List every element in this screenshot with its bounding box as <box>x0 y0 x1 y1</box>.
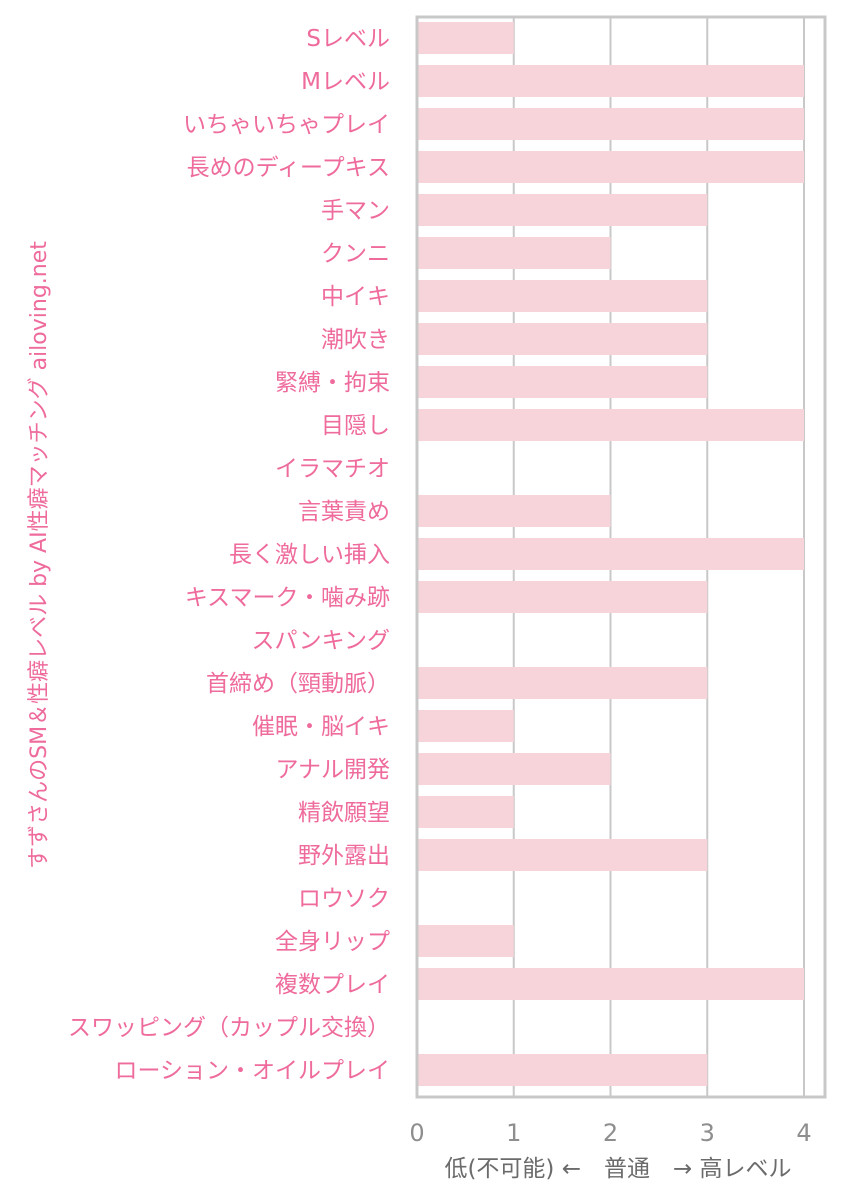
category-label: 中イキ <box>321 284 390 310</box>
category-label: 緊縛・拘束 <box>275 370 390 396</box>
x-tick-label: 2 <box>603 1119 618 1147</box>
category-label: 目隠し <box>321 413 390 439</box>
category-label: アナル開発 <box>275 757 390 783</box>
bar-5 <box>417 237 611 269</box>
x-tick-label: 4 <box>796 1119 811 1147</box>
bar-18 <box>417 796 514 828</box>
x-axis-label: 低(不可能) ← 普通 → 高レベル <box>444 1156 791 1182</box>
category-label: 野外露出 <box>298 843 390 869</box>
category-label: ローション・オイルプレイ <box>114 1058 390 1084</box>
category-label: いちゃいちゃプレイ <box>183 112 390 138</box>
bar-12 <box>417 538 804 570</box>
category-label: ロウソク <box>298 886 390 912</box>
bars <box>417 22 804 1086</box>
category-label: イラマチオ <box>275 456 390 482</box>
x-tick-label: 0 <box>409 1119 424 1147</box>
category-label: スワッピング（カップル交換） <box>68 1015 390 1041</box>
chart-title: すずさんのSM＆性癖レベル by AI性癖マッチング ailoving.net <box>27 241 52 869</box>
bar-15 <box>417 667 708 699</box>
bar-24 <box>417 1054 708 1086</box>
category-label: キスマーク・噛み跡 <box>185 585 390 611</box>
x-tick-label: 3 <box>700 1119 715 1147</box>
bar-9 <box>417 409 804 441</box>
plot-frame <box>415 15 827 1099</box>
x-tick-labels: 0 1 2 3 4 <box>409 1119 811 1147</box>
bar-13 <box>417 581 708 613</box>
bar-19 <box>417 839 708 871</box>
bar-22 <box>417 968 804 1000</box>
bar-11 <box>417 495 611 527</box>
bar-17 <box>417 753 611 785</box>
category-label: 長めのディープキス <box>187 155 390 181</box>
category-label: Mレベル <box>301 69 390 95</box>
bar-21 <box>417 925 514 957</box>
category-labels: Sレベル Mレベルいちゃいちゃプレイ長めのディープキス手マンクンニ中イキ潮吹き緊縛… <box>68 26 390 1084</box>
category-label: Sレベル <box>306 26 390 52</box>
bar-3 <box>417 151 804 183</box>
category-label: 長く激しい挿入 <box>229 542 390 568</box>
category-label: 精飲願望 <box>298 800 390 826</box>
bar-2 <box>417 108 804 140</box>
category-label: 催眠・脳イキ <box>252 714 390 740</box>
bar-1 <box>417 65 804 97</box>
category-label: 手マン <box>321 198 390 224</box>
bar-16 <box>417 710 514 742</box>
bar-7 <box>417 323 708 355</box>
x-tick-label: 1 <box>506 1119 521 1147</box>
bar-4 <box>417 194 708 226</box>
bar-8 <box>417 366 708 398</box>
bar-6 <box>417 280 708 312</box>
category-label: クンニ <box>321 241 390 267</box>
category-label: スパンキング <box>252 628 390 654</box>
bar-0 <box>417 22 514 54</box>
category-label: 言葉責め <box>298 499 390 525</box>
category-label: 潮吹き <box>321 327 390 353</box>
category-label: 首締め（頸動脈） <box>206 671 390 697</box>
category-label: 複数プレイ <box>275 972 390 998</box>
category-label: 全身リップ <box>275 929 390 955</box>
